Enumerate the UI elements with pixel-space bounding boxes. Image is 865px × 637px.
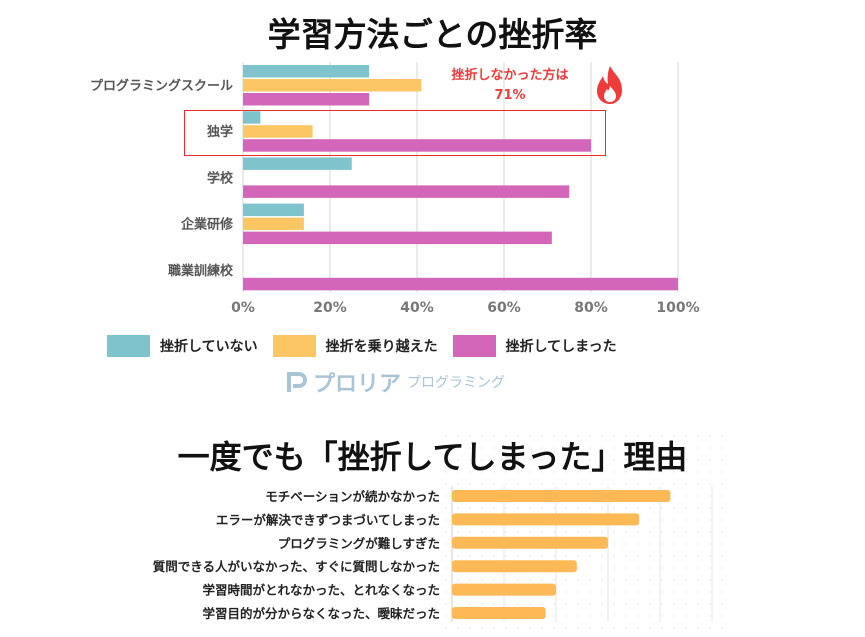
bar-0 (243, 65, 370, 78)
legend-swatch (272, 335, 316, 357)
legend-label: 挫折していない (160, 339, 258, 355)
bar-1 (243, 125, 313, 138)
category-label: 学習時間がとれなかった、とれなくなった (202, 583, 440, 598)
bar (452, 490, 671, 502)
legend-label: 挫折してしまった (505, 339, 617, 355)
x-tick-label: 60% (487, 300, 521, 316)
x-tick-label: 20% (313, 300, 347, 316)
category-label: 学習目的が分からなくなった、曖昧だった (202, 606, 440, 621)
bar (452, 583, 556, 596)
annotation-line2: 71% (494, 88, 526, 103)
legend-item: 挫折してしまった (452, 335, 617, 357)
bar (452, 560, 577, 573)
bar (452, 513, 640, 526)
category-label: プログラミングが難しすぎた (278, 536, 440, 551)
bar-2 (243, 139, 591, 152)
chart-title-1: 学習方法ごとの挫折率 (267, 15, 598, 54)
bar-2 (243, 93, 370, 106)
legend: 挫折していない 挫折を乗り越えた 挫折してしまった (107, 335, 632, 357)
bar-2 (243, 277, 678, 291)
logo-name: プロリア (313, 372, 402, 397)
logo-mark-icon (287, 372, 307, 392)
chart-title-2: 一度でも「挫折してしまった」理由 (177, 438, 688, 476)
annotation: 挫折しなかった方は 71% (425, 66, 595, 106)
category-label: 企業研修 (180, 217, 234, 233)
legend-swatch (452, 335, 496, 357)
highlight-box (184, 110, 606, 156)
x-tick-label: 100% (656, 300, 699, 316)
category-label: 職業訓練校 (168, 263, 234, 279)
legend-item: 挫折していない (107, 335, 258, 357)
category-label: 独学 (207, 124, 233, 140)
x-tick-label: 40% (400, 300, 434, 316)
bar-0 (243, 203, 304, 217)
x-tick-label: 0% (231, 300, 255, 316)
bar (452, 536, 608, 549)
category-label: エラーが解決できずつまづいてしまった (216, 512, 440, 527)
category-label: 学校 (207, 170, 234, 186)
bar-2 (243, 231, 552, 245)
fire-icon (597, 66, 622, 104)
logo-sub: プログラミング (407, 375, 506, 391)
background-pattern (440, 430, 725, 637)
category-label: モチベーションが続かなかった (265, 489, 440, 504)
category-label: プログラミングスクール (90, 78, 233, 94)
bar-0 (243, 157, 352, 170)
legend-item: 挫折を乗り越えた (272, 335, 438, 357)
x-tick-label: 80% (574, 300, 608, 316)
bar (452, 607, 546, 619)
bar-1 (243, 217, 304, 231)
annotation-line1: 挫折しなかった方は (451, 68, 569, 83)
bar-0 (243, 111, 261, 124)
legend-swatch (107, 335, 150, 357)
legend-label: 挫折を乗り越えた (325, 339, 438, 355)
bar-1 (243, 79, 422, 92)
logo: プロリア プログラミング (285, 366, 505, 398)
bar-2 (243, 185, 570, 198)
category-label: 質問できる人がいなかった、すぐに質問しなかった (153, 559, 440, 574)
